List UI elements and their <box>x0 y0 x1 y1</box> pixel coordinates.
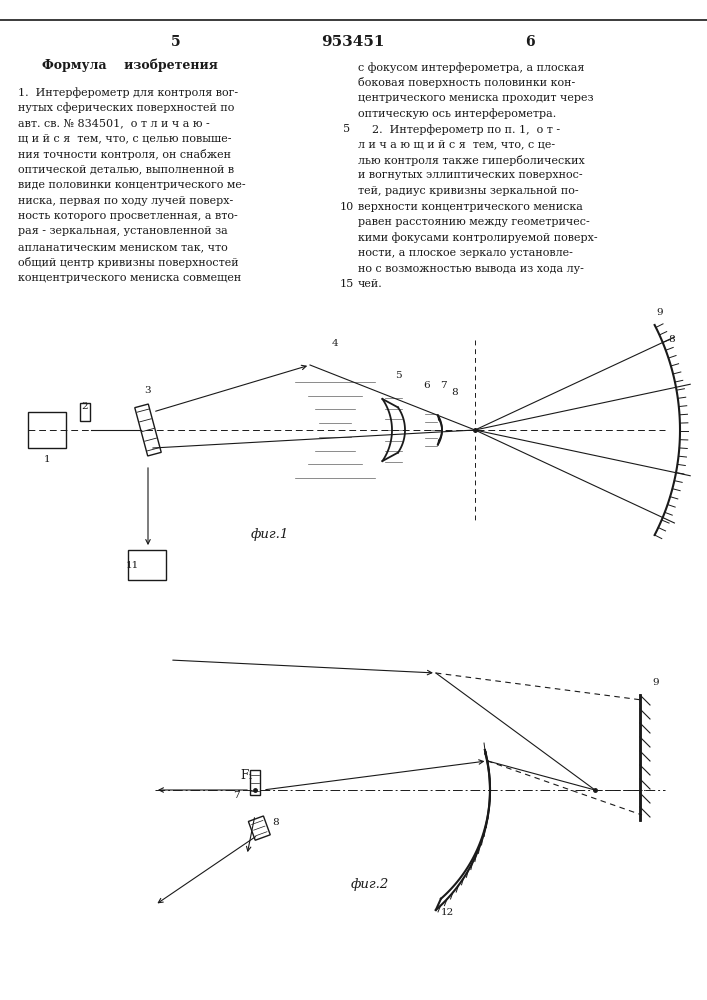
Text: верхности концентрического мениска: верхности концентрического мениска <box>358 202 583 212</box>
Text: щ и й с я  тем, что, с целью повыше-: щ и й с я тем, что, с целью повыше- <box>18 133 231 143</box>
Text: оптической деталью, выполненной в: оптической деталью, выполненной в <box>18 164 234 174</box>
Text: ности, а плоское зеркало установле-: ности, а плоское зеркало установле- <box>358 248 573 258</box>
Text: 8: 8 <box>272 818 279 827</box>
Text: 6: 6 <box>423 381 431 390</box>
Text: 11: 11 <box>126 561 139 570</box>
Text: лью контроля также гиперболических: лью контроля также гиперболических <box>358 155 585 166</box>
Text: 15: 15 <box>340 279 354 289</box>
Text: нутых сферических поверхностей по: нутых сферических поверхностей по <box>18 103 235 113</box>
Text: 8: 8 <box>668 335 674 344</box>
Text: 5: 5 <box>171 35 181 49</box>
Text: 953451: 953451 <box>321 35 385 49</box>
Text: апланатическим мениском так, что: апланатическим мениском так, что <box>18 242 228 252</box>
Text: 5: 5 <box>344 124 351 134</box>
Text: общий центр кривизны поверхностей: общий центр кривизны поверхностей <box>18 257 239 268</box>
Text: 12: 12 <box>441 908 454 917</box>
Text: 8: 8 <box>452 388 458 397</box>
Text: 10: 10 <box>340 202 354 212</box>
Text: 4: 4 <box>332 339 339 348</box>
Text: но с возможностью вывода из хода лу-: но с возможностью вывода из хода лу- <box>358 263 584 273</box>
Text: ность которого просветленная, а вто-: ность которого просветленная, а вто- <box>18 211 238 221</box>
Text: 9: 9 <box>656 308 663 317</box>
Text: и вогнутых эллиптических поверхнос-: и вогнутых эллиптических поверхнос- <box>358 170 583 180</box>
Text: 6: 6 <box>525 35 534 49</box>
Text: центрического мениска проходит через: центрического мениска проходит через <box>358 93 593 103</box>
Text: 1: 1 <box>44 455 50 464</box>
Text: фиг.2: фиг.2 <box>351 878 389 891</box>
Text: оптическую ось интерферометра.: оптическую ось интерферометра. <box>358 108 556 119</box>
Text: рая - зеркальная, установленной за: рая - зеркальная, установленной за <box>18 227 228 236</box>
Text: 3: 3 <box>145 386 151 395</box>
Text: Формула    изобретения: Формула изобретения <box>42 58 218 72</box>
Bar <box>28 412 66 448</box>
Text: ния точности контроля, он снабжен: ния точности контроля, он снабжен <box>18 149 231 160</box>
Text: ниска, первая по ходу лучей поверх-: ниска, первая по ходу лучей поверх- <box>18 196 233 206</box>
Bar <box>80 403 90 421</box>
Text: виде половинки концентрического ме-: виде половинки концентрического ме- <box>18 180 245 190</box>
Text: 2: 2 <box>82 402 88 411</box>
Text: авт. св. № 834501,  о т л и ч а ю -: авт. св. № 834501, о т л и ч а ю - <box>18 118 210 128</box>
Text: 2.  Интерферометр по п. 1,  о т -: 2. Интерферометр по п. 1, о т - <box>358 124 560 135</box>
Text: 5: 5 <box>395 371 402 380</box>
Bar <box>128 550 166 580</box>
Text: тей, радиус кривизны зеркальной по-: тей, радиус кривизны зеркальной по- <box>358 186 578 196</box>
Text: F₁: F₁ <box>240 769 253 782</box>
Text: 7: 7 <box>440 381 446 390</box>
Text: л и ч а ю щ и й с я  тем, что, с це-: л и ч а ю щ и й с я тем, что, с це- <box>358 139 555 149</box>
Text: 1.  Интерферометр для контроля вог-: 1. Интерферометр для контроля вог- <box>18 87 238 98</box>
Text: с фокусом интерферометра, а плоская: с фокусом интерферометра, а плоская <box>358 62 585 73</box>
Text: 9: 9 <box>652 678 659 687</box>
Text: концентрического мениска совмещен: концентрического мениска совмещен <box>18 273 241 283</box>
Text: 7: 7 <box>233 791 240 800</box>
Text: боковая поверхность половинки кон-: боковая поверхность половинки кон- <box>358 78 575 89</box>
Text: кими фокусами контролируемой поверх-: кими фокусами контролируемой поверх- <box>358 232 597 243</box>
Text: фиг.1: фиг.1 <box>251 528 289 541</box>
Text: равен расстоянию между геометричес-: равен расстоянию между геометричес- <box>358 217 590 227</box>
Text: чей.: чей. <box>358 279 382 289</box>
